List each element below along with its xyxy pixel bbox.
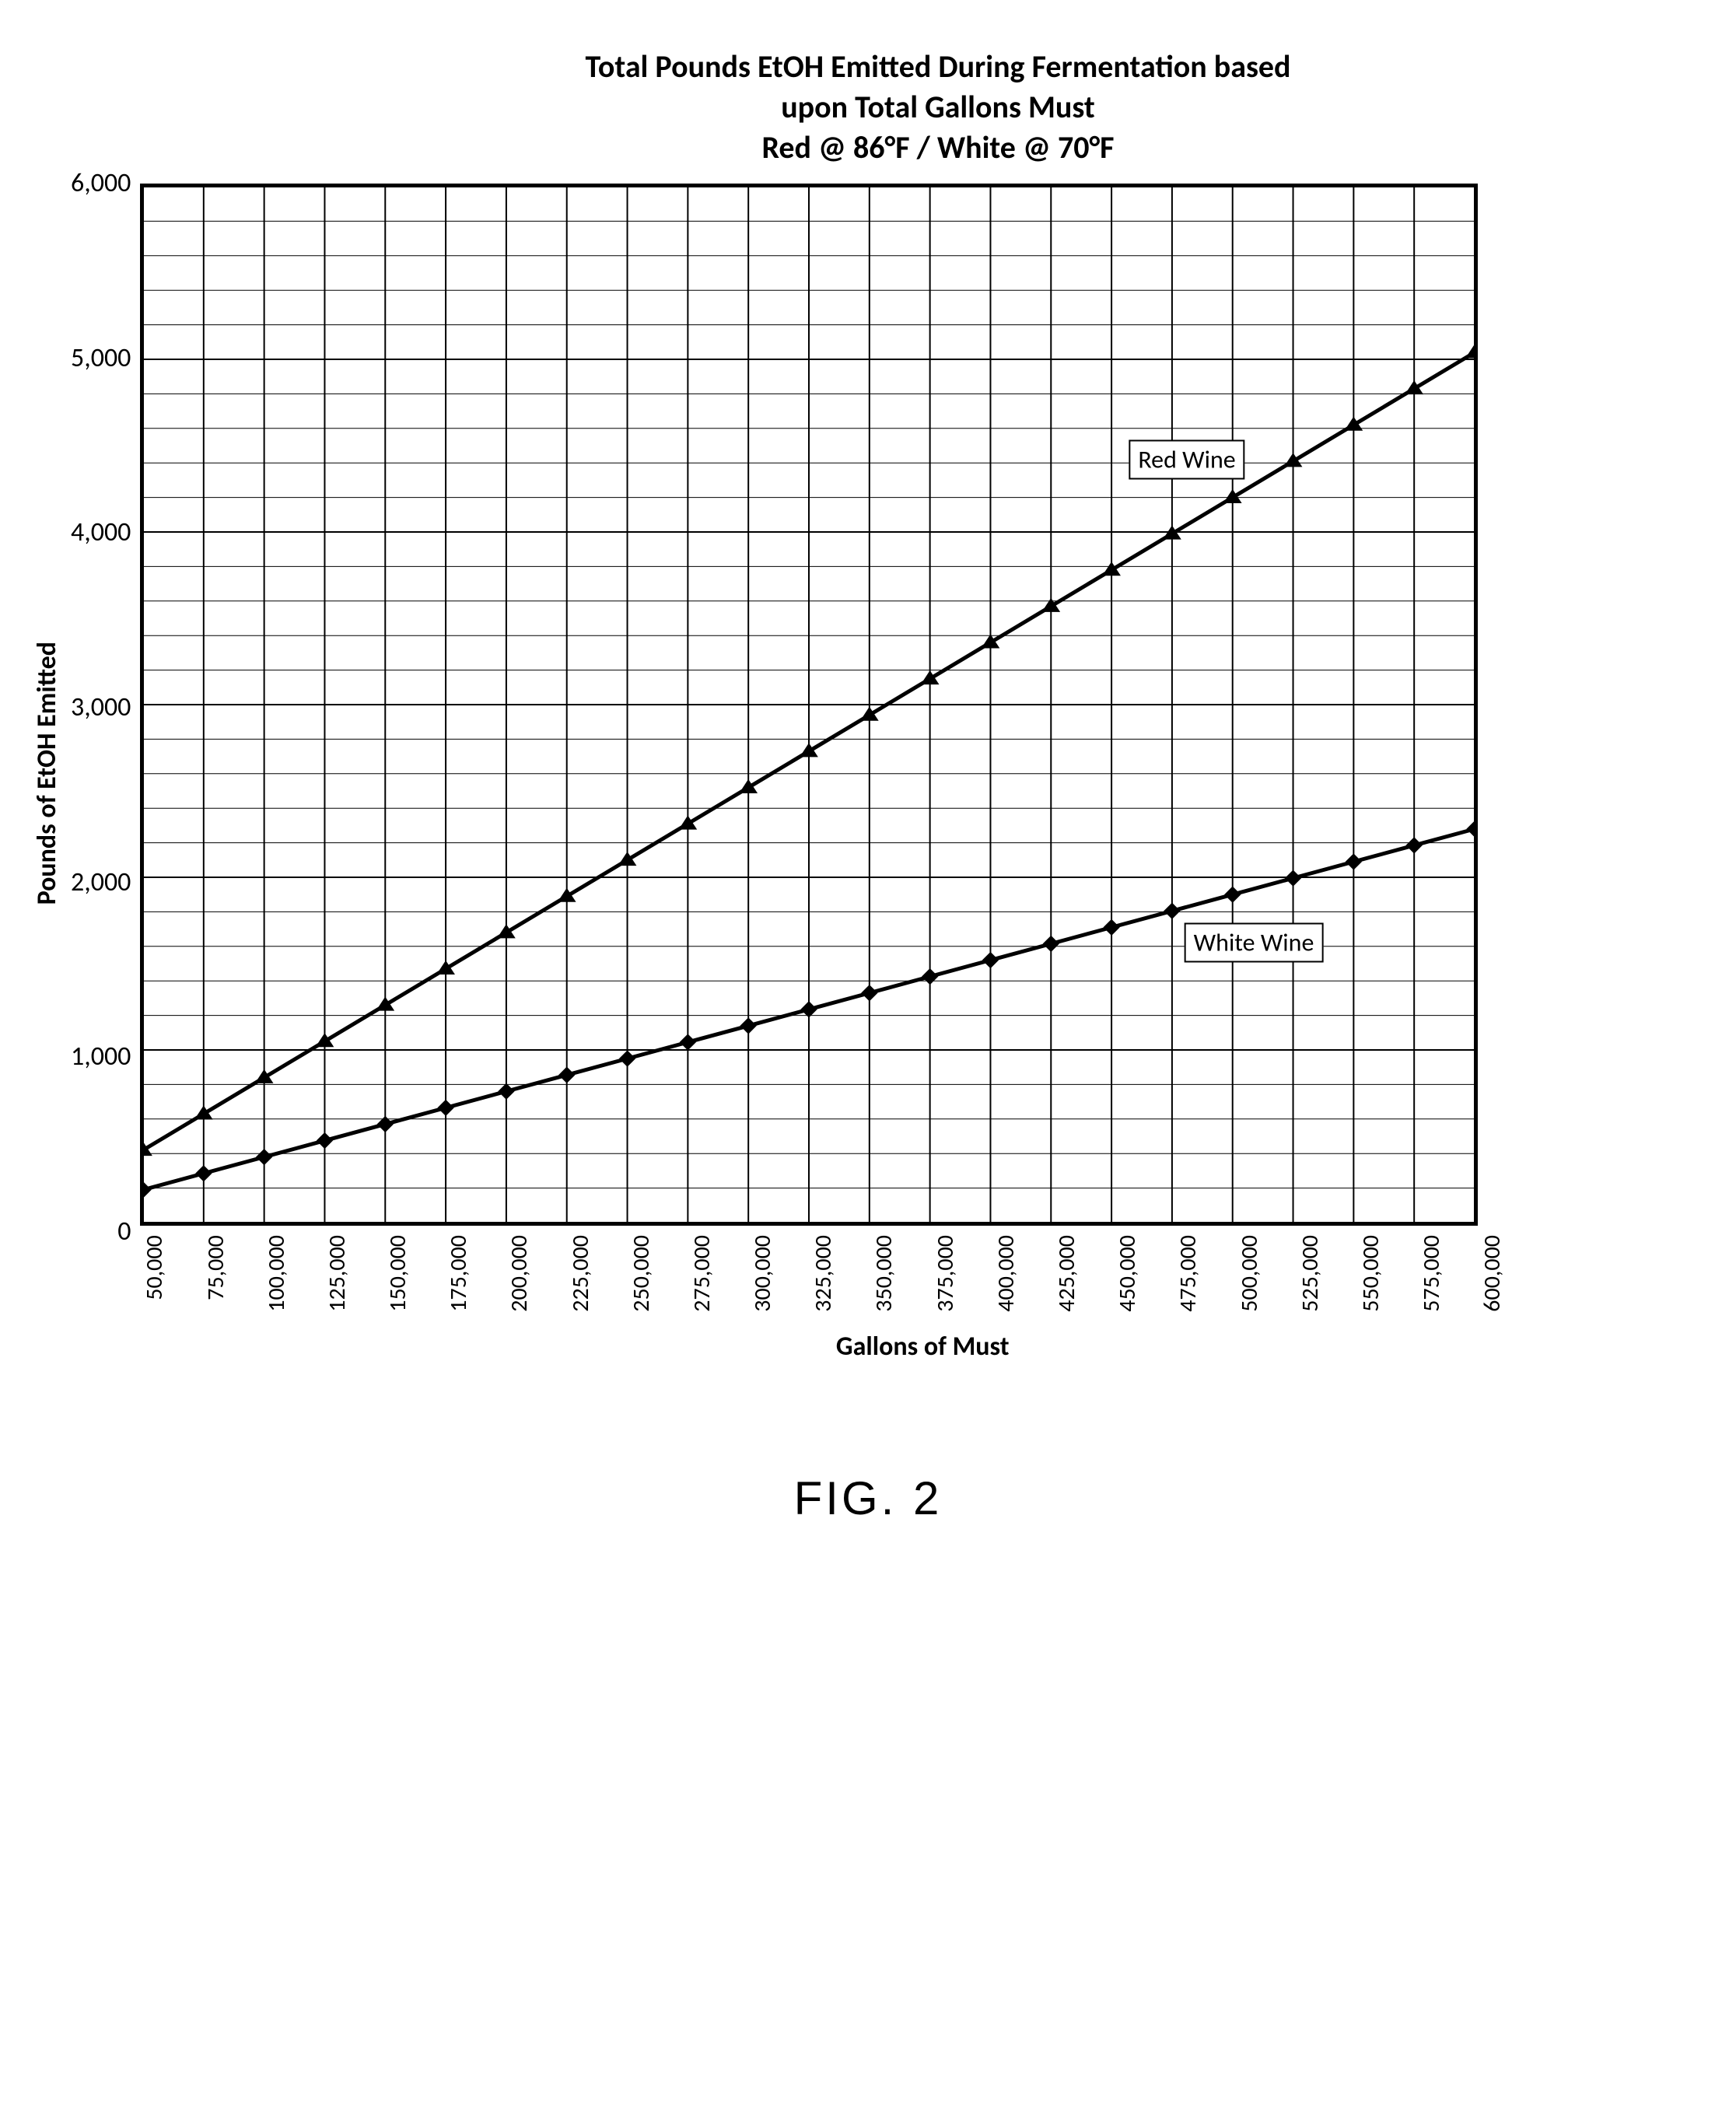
series-label: White Wine xyxy=(1185,922,1324,962)
plot-svg xyxy=(143,187,1475,1223)
x-axis-ticks: 50,00075,000100,000125,000150,000175,000… xyxy=(140,1226,1478,1312)
figure-container: Total Pounds EtOH Emitted During Ferment… xyxy=(31,47,1705,1525)
y-axis-label-wrap: Pounds of EtOH Emitted xyxy=(31,184,71,1363)
plot-wrap: Red Wine White Wine 50,00075,000100,00012… xyxy=(140,184,1705,1363)
chart-title-line: Red @ 86°F / White @ 70°F xyxy=(171,128,1705,168)
y-axis-ticks: 6,0005,0004,0003,0002,0001,0000 xyxy=(71,184,140,1232)
y-axis-label: Pounds of EtOH Emitted xyxy=(31,642,63,905)
chart-title-line: Total Pounds EtOH Emitted During Ferment… xyxy=(171,47,1705,87)
plot-area: Red Wine White Wine xyxy=(140,184,1478,1226)
series-label: Red Wine xyxy=(1129,440,1244,480)
chart-title-line: upon Total Gallons Must xyxy=(171,87,1705,128)
figure-caption: FIG. 2 xyxy=(31,1471,1705,1525)
x-axis-label: Gallons of Must xyxy=(140,1331,1705,1363)
chart-body: Pounds of EtOH Emitted 6,0005,0004,0003,… xyxy=(31,184,1705,1363)
chart-title: Total Pounds EtOH Emitted During Ferment… xyxy=(31,47,1705,168)
